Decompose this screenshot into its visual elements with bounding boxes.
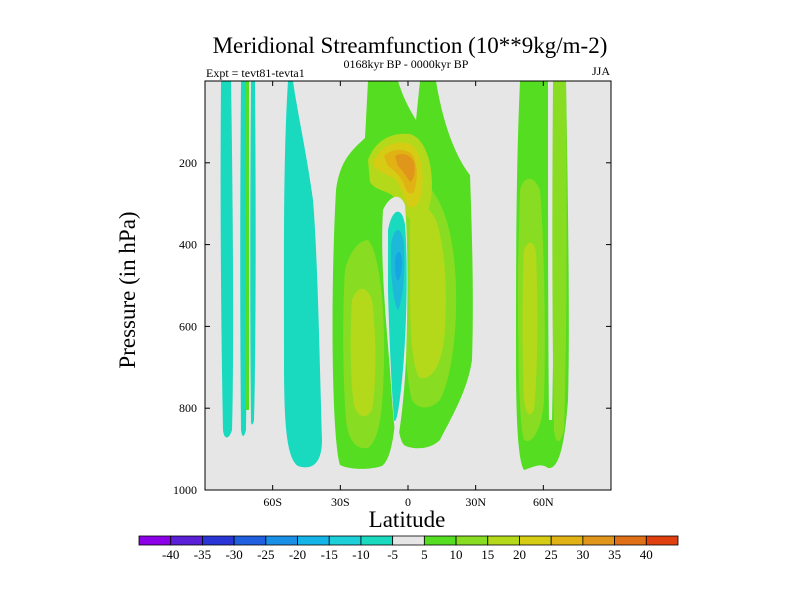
colorbar-label: 5 [421,547,428,562]
y-tick-label: 800 [179,401,197,415]
colorbar-swatch [519,535,552,546]
contour-nh-gap [548,81,554,420]
contour-nh-right-strip [552,81,567,442]
colorbar-swatch [455,535,489,546]
colorbar [138,535,679,546]
y-tick-label: 200 [179,156,197,170]
colorbar-swatch [360,535,394,546]
colorbar-label: -15 [321,547,338,562]
colorbar-label: 10 [450,547,463,562]
colorbar-label: 40 [640,547,653,562]
contour-fields [220,81,569,470]
colorbar-label: 20 [513,547,526,562]
colorbar-swatch [423,535,457,546]
colorbar-swatch [328,535,362,546]
x-tick-label: 30N [465,495,486,509]
colorbar-label: -30 [225,547,242,562]
contour-sh-strip-2 [240,81,247,436]
contour-sh-strip-1 [220,81,234,438]
colorbar-label: -20 [289,547,306,562]
colorbar-swatch [645,535,679,546]
colorbar-label: -40 [162,547,179,562]
y-tick-label: 400 [179,238,197,252]
colorbar-swatch [550,535,584,546]
colorbar-swatch [487,535,520,546]
colorbar-swatch [297,535,330,546]
contour-sh-strip-3 [250,81,256,425]
x-axis-label: Latitude [369,507,446,532]
colorbar-label: -5 [387,547,398,562]
contour-sh-negative-cell [283,81,322,468]
x-tick-label: 60S [263,495,282,509]
y-tick-label: 600 [179,319,197,333]
contour-eq-negative-core [395,251,402,281]
season-label: JJA [592,64,610,78]
colorbar-swatch [233,535,267,546]
x-tick-label: 30S [331,495,350,509]
colorbar-swatch [614,535,647,546]
y-tick-label: 1000 [173,483,197,497]
colorbar-swatch [202,535,235,546]
contour-sh-green-line [246,81,249,410]
contour-nh-inner-15 [522,242,538,415]
colorbar-swatch [265,535,298,546]
colorbar-swatch [138,535,172,546]
colorbar-swatch [392,535,425,546]
y-axis-label: Pressure (in hPa) [115,211,140,368]
x-tick-label: 60N [533,495,554,509]
colorbar-label: 25 [545,547,558,562]
colorbar-label: 15 [481,547,494,562]
experiment-label: Expt = tevt81-tevta1 [206,66,305,80]
x-axis-ticks: 60S 30S 0 30N 60N [263,81,554,509]
colorbar-label: -10 [352,547,369,562]
contour-jet-35 [395,154,415,182]
x-tick-label: 0 [405,495,411,509]
colorbar-label: 30 [576,547,589,562]
colorbar-swatch [582,535,615,546]
colorbar-labels: -40 -35 -30 -25 -20 -15 -10 -5 5 10 15 20 25 30 35 40 [162,547,653,562]
colorbar-swatch [170,535,203,546]
contour-inner-15-left [350,288,376,417]
chart-title: Meridional Streamfunction (10**9kg/m-2) [213,33,608,58]
chart-subtitle: 0168kyr BP - 0000kyr BP [344,57,469,71]
y-axis-ticks: 200 400 600 800 1000 [173,156,611,497]
colorbar-label: -25 [257,547,274,562]
colorbar-label: -35 [194,547,211,562]
contour-inner-15-right [410,204,446,379]
colorbar-label: 35 [608,547,621,562]
